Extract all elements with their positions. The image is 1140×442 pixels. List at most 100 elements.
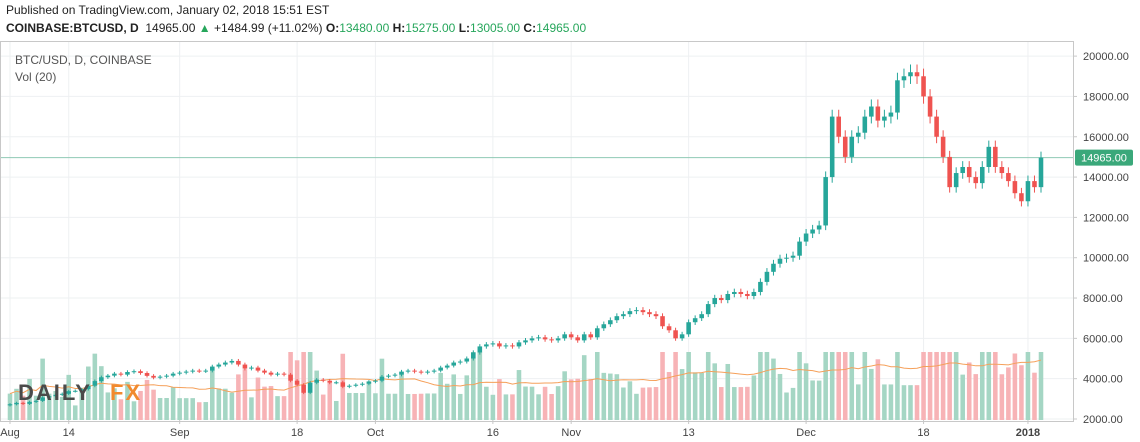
candle-body [229, 360, 235, 363]
candlestick-chart[interactable]: 20000.00 18000.00 16000.00 14000.00 12000.00… [0, 40, 1140, 442]
candle-body [986, 146, 992, 167]
volume-bar [190, 398, 195, 420]
candle-body [725, 294, 731, 301]
candle-body [608, 320, 613, 325]
candles [7, 64, 1044, 407]
volume-bar [333, 400, 339, 420]
volume-bar [594, 352, 600, 420]
volume-bar [725, 363, 731, 420]
volume-bar [164, 398, 169, 420]
volume-bar [771, 358, 776, 420]
candle-body [927, 96, 933, 117]
candle-body [190, 370, 195, 372]
candle-body [601, 324, 607, 329]
volume-bar [758, 352, 763, 420]
candle-body [679, 334, 685, 339]
candle-body [262, 370, 267, 373]
y-tick-label: 8000.00 [1083, 293, 1123, 305]
volume-bar [131, 401, 137, 420]
candle-body [79, 389, 85, 391]
volume-bar [836, 352, 841, 420]
volume-bar [490, 394, 496, 420]
volume-bar [947, 352, 952, 420]
y-tick-label: 2000.00 [1083, 414, 1123, 426]
volume-bar [125, 381, 130, 420]
candle-body [810, 229, 815, 234]
x-tick-label: Oct [367, 427, 384, 439]
candle-body [536, 337, 541, 339]
candle-body [666, 326, 672, 331]
candle-body [947, 156, 952, 188]
candle-body [699, 314, 704, 319]
candle-body [549, 339, 554, 341]
candle-body [497, 343, 502, 347]
volume-bar [621, 387, 626, 420]
volume-bar [360, 393, 365, 420]
candle-body [131, 371, 137, 373]
volume-bar [986, 352, 992, 420]
volume-bar [1025, 352, 1031, 420]
candle-body [484, 344, 489, 347]
candle-body [940, 136, 946, 157]
candle-body [242, 364, 248, 369]
volume-bar [842, 352, 848, 420]
candle-body [255, 367, 261, 371]
candle-body [386, 375, 391, 377]
volume-bar [314, 370, 319, 420]
volume-bar [601, 372, 607, 420]
volume-bar [151, 389, 156, 420]
candle-body [157, 376, 163, 378]
volume-bar [7, 393, 13, 420]
plot-area[interactable] [0, 41, 1074, 422]
volume-bar [575, 378, 580, 420]
price-badge-text: 14965.00 [1081, 153, 1127, 165]
symbol-label: COINBASE:BTCUSD, D [6, 21, 139, 35]
volume-bar [993, 352, 998, 420]
volume-bar [242, 369, 248, 420]
volume-bar [255, 377, 261, 420]
volume-bar [444, 383, 450, 420]
candle-body [20, 402, 26, 404]
volume-bar [1019, 365, 1024, 420]
candle-body [960, 166, 965, 174]
x-tick-label: 16 [487, 427, 499, 439]
y-axis: 20000.00 18000.00 16000.00 14000.00 12000.00… [1073, 51, 1129, 426]
chart-legend-title: BTC/USD, D, COINBASE [15, 53, 152, 67]
candle-body [738, 291, 744, 294]
volume-bar [294, 360, 300, 420]
x-tick-label: Aug [0, 427, 20, 439]
volume-bar [236, 374, 241, 420]
candle-body [138, 371, 143, 374]
volume-bar [40, 358, 45, 420]
candle-body [307, 382, 313, 393]
volume-bar [764, 352, 770, 420]
volume-bar [745, 386, 750, 420]
candle-body [1019, 193, 1024, 202]
volume-bar [614, 374, 620, 420]
volume-bar [516, 370, 522, 420]
candle-body [340, 382, 346, 387]
volume-bar [699, 372, 704, 420]
volume-bars [7, 352, 1044, 420]
volume-bar [1012, 353, 1018, 420]
close-label: C: [523, 21, 537, 35]
volume-bar [803, 363, 809, 420]
candle-body [360, 383, 365, 385]
candle-body [471, 352, 476, 359]
candle-body [914, 72, 920, 77]
candle-body [438, 367, 443, 371]
x-tick-label: Nov [561, 427, 581, 439]
candle-body [451, 362, 457, 366]
x-tick-label: 2018 [1016, 427, 1040, 439]
candle-body [118, 373, 124, 375]
candle-body [621, 314, 626, 317]
candle-body [353, 384, 359, 386]
candle-body [764, 271, 770, 282]
volume-bar [960, 374, 965, 420]
volume-bar [386, 393, 391, 420]
volume-bar [829, 352, 835, 420]
candle-body [647, 312, 652, 315]
candle-body [777, 258, 783, 264]
volume-bar [1006, 367, 1011, 420]
candle-body [751, 291, 757, 297]
